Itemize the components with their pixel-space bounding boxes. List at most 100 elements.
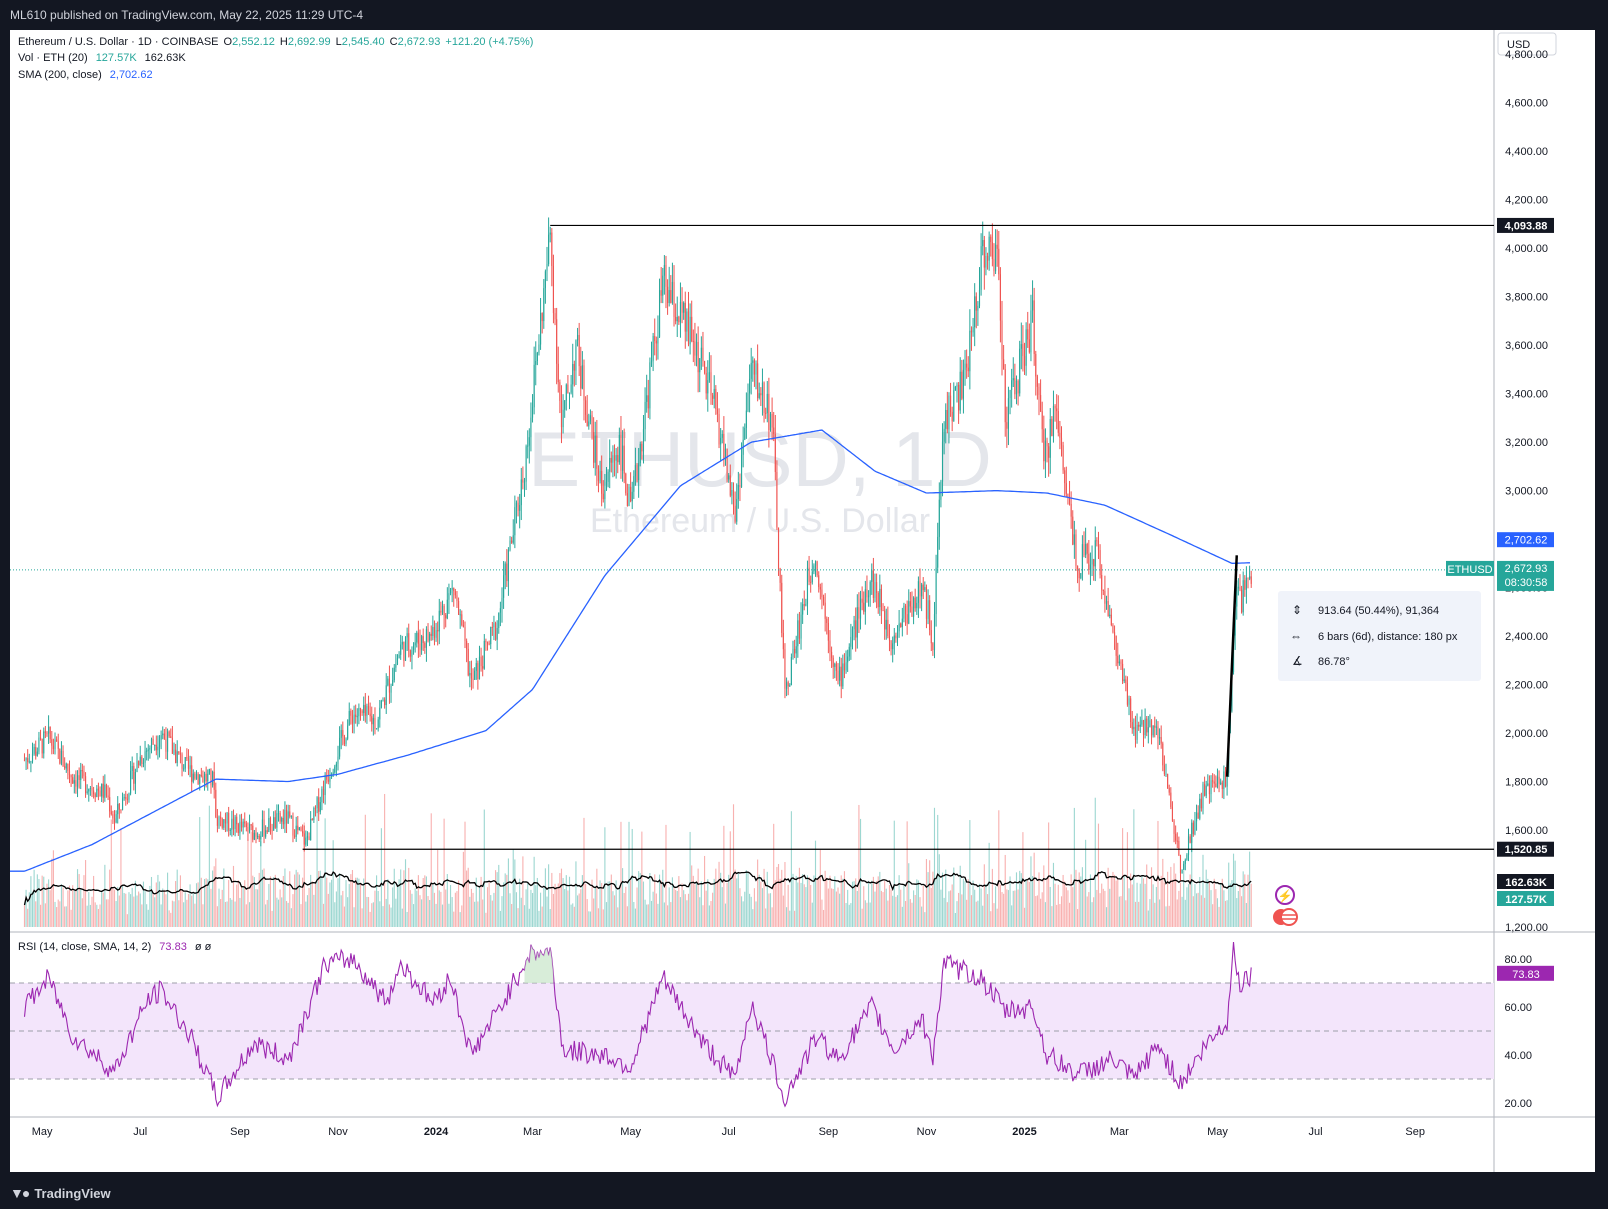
trend-line[interactable] (1225, 555, 1239, 777)
volume-bar (1025, 879, 1027, 927)
volume-bar (679, 897, 682, 927)
candle (687, 291, 690, 347)
candle (784, 643, 786, 699)
volume-bar (840, 875, 842, 927)
volume-bar (167, 872, 169, 927)
candle (65, 762, 67, 773)
volume-bar (1155, 886, 1157, 927)
volume-bar (805, 887, 807, 927)
volume-bar (520, 897, 522, 927)
candle (189, 755, 191, 778)
volume-bar (752, 909, 754, 927)
candle (472, 668, 474, 689)
volume-bar (650, 900, 653, 927)
candle (1046, 437, 1048, 463)
volume-bar (631, 828, 633, 927)
candle (183, 764, 185, 772)
volume-bar (412, 904, 415, 927)
candle (367, 695, 370, 715)
volume-bar (1109, 888, 1111, 927)
volume-bar (999, 884, 1001, 927)
watermark-sub: Ethereum / U.S. Dollar (590, 502, 930, 540)
volume-bar (594, 886, 596, 927)
time-axis[interactable]: May Jul Sep Nov 2024 Mar May Jul Sep Nov 2025 Mar Ma… (32, 1126, 1425, 1138)
volume-bar (597, 908, 600, 927)
legend-sma-line[interactable]: SMA (200, close) 2,702.62 (18, 69, 153, 81)
candle (62, 745, 64, 767)
volume-bar (967, 879, 969, 927)
volume-bar (435, 903, 437, 927)
volume-bar (327, 893, 329, 927)
candle (713, 375, 715, 409)
volume-bar (734, 869, 736, 927)
legend-volume-line[interactable]: Vol · ETH (20) 127.57K 162.63K (18, 52, 186, 64)
volume-bar (531, 893, 534, 927)
volume-bar (203, 878, 206, 927)
volume-bar (255, 889, 257, 927)
volume-bar (303, 822, 305, 927)
candle (125, 790, 127, 806)
volume-bar (1195, 893, 1198, 927)
candle (282, 809, 284, 829)
us-flag-icon[interactable] (1273, 908, 1298, 926)
candle (216, 809, 218, 833)
tradingview-logo[interactable]: ▼● TradingView (10, 1185, 111, 1201)
volume-bar (1027, 880, 1029, 927)
volume-bar (1118, 896, 1120, 927)
candle (678, 315, 680, 325)
candle (974, 283, 976, 347)
candle (195, 770, 198, 780)
volume-bar (1097, 823, 1100, 927)
volume-bar (1168, 905, 1170, 927)
candle (483, 634, 485, 670)
legend-rsi-line[interactable]: RSI (14, close, SMA, 14, 2) 73.83 ø ø (18, 941, 212, 953)
candle (1136, 713, 1138, 744)
candle (1067, 493, 1069, 505)
candle (567, 375, 569, 394)
candle (107, 785, 109, 801)
candle (959, 357, 961, 414)
price-axis[interactable]: 1,200.001,400.001,600.001,800.002,000.00… (1505, 49, 1548, 934)
candle (93, 786, 95, 799)
volume-bar (1236, 898, 1238, 927)
events-icon[interactable]: ⚡ (1275, 885, 1295, 905)
volume-bar (207, 879, 209, 927)
volume-bar (755, 901, 757, 927)
candle (1105, 595, 1108, 610)
candle (837, 663, 839, 685)
candle (1060, 426, 1063, 457)
price-tick-label: 2,400.00 (1505, 631, 1548, 643)
legend-symbol-line[interactable]: Ethereum / U.S. Dollar · 1D · COINBASE O2… (18, 36, 533, 48)
volume-bar (89, 904, 91, 927)
candle (412, 642, 415, 655)
candle (319, 796, 321, 815)
candle (578, 322, 580, 377)
volume-bar (115, 901, 117, 927)
candle (126, 793, 128, 805)
volume-bar (337, 878, 339, 927)
candle (895, 632, 897, 643)
volume-bar (567, 890, 569, 927)
candle (856, 594, 858, 649)
candle (91, 778, 93, 797)
candle (94, 792, 96, 803)
candle (477, 660, 479, 690)
volume-bar (221, 889, 223, 927)
candle (311, 818, 313, 821)
candle (158, 735, 161, 758)
volume-bar (668, 887, 670, 927)
chart-svg[interactable]: ETHUSD, 1D Ethereum / U.S. Dollar ⇕ 913.… (10, 30, 1595, 1172)
volume-bar (1202, 854, 1204, 927)
volume-bar (766, 871, 768, 927)
candle (228, 806, 230, 837)
candle (911, 591, 913, 617)
currency-button[interactable]: USD (1497, 32, 1557, 56)
measure-box[interactable]: ⇕ 913.64 (50.44%), 91,364 ⇔ 6 bars (6d),… (1278, 591, 1481, 681)
volume-bar (959, 865, 961, 927)
volume-bar (1186, 887, 1188, 927)
volume-bar (86, 905, 88, 927)
volume-bar (424, 875, 426, 927)
volume-bar (490, 895, 492, 927)
candle (507, 547, 509, 596)
